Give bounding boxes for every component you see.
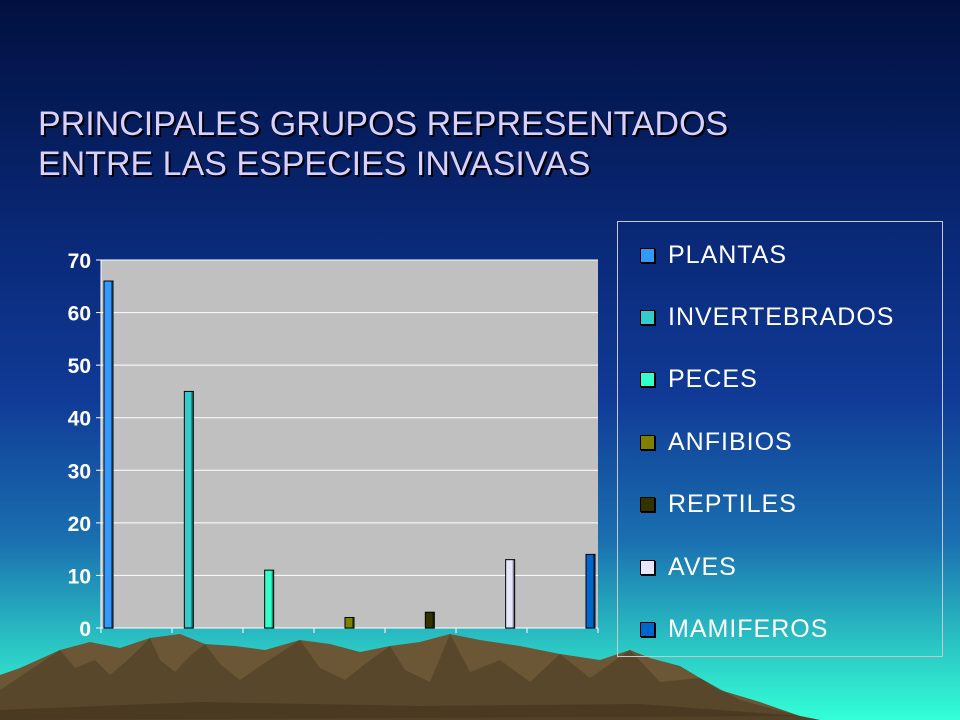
slide-title-line-2: ENTRE LAS ESPECIES INVASIVAS	[38, 145, 591, 183]
y-tick-label: 50	[68, 355, 91, 378]
legend-item-plantas: PLANTAS	[640, 240, 787, 270]
bar-shade	[432, 612, 435, 628]
legend-label: AVES	[668, 552, 737, 581]
bar-shade	[352, 617, 354, 628]
bar-shade	[111, 281, 113, 628]
legend-item-peces: PECES	[640, 364, 758, 394]
bar-fill	[424, 611, 435, 629]
legend-swatch	[640, 247, 655, 263]
legend-swatch	[640, 559, 655, 575]
bar-fill	[264, 569, 275, 629]
gridlines	[101, 259, 598, 576]
legend-item-invertebrados: INVERTEBRADOS	[640, 302, 894, 332]
legend-item-anfibios: ANFIBIOS	[640, 427, 793, 457]
chart-legend: PLANTAS INVERTEBRADOS PECES ANFIBIOS REPTILE…	[617, 221, 943, 657]
bar-peces	[264, 569, 275, 629]
y-tick-label: 60	[68, 303, 91, 326]
bars	[103, 280, 596, 629]
legend-item-reptiles: REPTILES	[640, 489, 797, 519]
slide-title: PRINCIPALES GRUPOS REPRESENTADOS ENTRE L…	[38, 104, 918, 184]
bar-mamiferos	[585, 553, 596, 629]
y-tick-label: 70	[68, 250, 91, 273]
bar-chart: 0 10 20 30 40 50 60 70	[68, 250, 599, 640]
legend-item-mamiferos: MAMIFEROS	[640, 614, 828, 644]
legend-swatch	[640, 496, 655, 512]
bar-shade	[593, 554, 595, 628]
bar-anfibios	[344, 616, 355, 629]
bar-fill	[103, 280, 114, 629]
y-tick-label: 20	[68, 513, 91, 536]
bar-aves	[505, 559, 516, 629]
legend-label: PLANTAS	[668, 240, 788, 269]
y-tick-label: 10	[68, 565, 91, 588]
bar-fill	[585, 553, 596, 629]
bar-reptiles	[424, 611, 435, 629]
legend-swatch	[640, 621, 655, 637]
legend-swatch	[640, 371, 655, 387]
mountain-range-decoration	[0, 634, 820, 720]
bar-fill	[505, 559, 516, 629]
legend-swatch	[640, 434, 655, 450]
legend-label: REPTILES	[668, 489, 797, 518]
bar-shade	[191, 391, 194, 628]
legend-label: MAMIFEROS	[668, 614, 829, 643]
bar-shade	[512, 559, 515, 628]
bar-fill	[183, 390, 194, 629]
y-tick-label: 0	[79, 618, 91, 640]
bar-plantas	[103, 280, 114, 629]
legend-swatch	[640, 309, 655, 325]
y-tick-label: 40	[68, 408, 91, 431]
legend-label: INVERTEBRADOS	[668, 302, 895, 331]
legend-label: ANFIBIOS	[668, 427, 793, 456]
bar-shade	[271, 570, 274, 628]
y-axis: 0 10 20 30 40 50 60 70	[68, 250, 599, 640]
legend-item-aves: AVES	[640, 552, 737, 582]
bar-invertebrados	[183, 390, 194, 629]
legend-label: PECES	[668, 364, 758, 393]
plot-area	[101, 260, 598, 628]
bar-fill	[344, 616, 355, 629]
y-tick-label: 30	[68, 460, 91, 483]
slide-title-line-1: PRINCIPALES GRUPOS REPRESENTADOS	[38, 105, 729, 143]
